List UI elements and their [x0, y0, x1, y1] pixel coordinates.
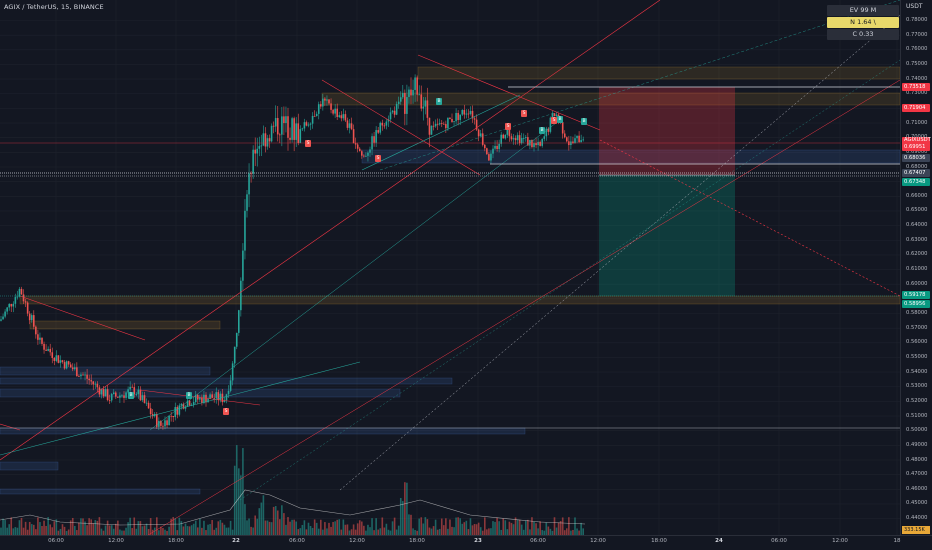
price-tick-label: 0.44000: [906, 515, 928, 522]
price-tick-label: 0.54000: [906, 368, 928, 375]
time-tick-label: 18:00: [651, 538, 667, 544]
buy-signal-label[interactable]: B: [186, 392, 192, 399]
time-tick-label: 24: [715, 538, 723, 544]
price-tag-text: 0.73518: [904, 84, 926, 90]
price-tick-label: 0.55000: [906, 353, 928, 360]
time-tick-label: 18:00: [168, 538, 184, 544]
price-tag[interactable]: AGIXUSDT 0.69951: [902, 137, 931, 151]
price-tick-label: 0.48000: [906, 456, 928, 463]
time-tick-label: 22: [232, 538, 240, 544]
price-tag-text: AGIXUSDT: [904, 137, 931, 143]
price-tag[interactable]: 0.71904: [902, 104, 930, 112]
price-tag[interactable]: 0.59178: [902, 291, 930, 299]
price-tick-label: 0.71000: [906, 119, 928, 126]
price-tag[interactable]: 0.67348: [902, 178, 930, 186]
price-tick-label: 0.51000: [906, 412, 928, 419]
time-tick-label: 06:00: [530, 538, 546, 544]
time-axis[interactable]: [0, 535, 932, 550]
price-tick-label: 0.45000: [906, 500, 928, 507]
stop-loss-zone[interactable]: [599, 87, 735, 175]
time-tick-label: 12:00: [590, 538, 606, 544]
price-tick-label: 0.77000: [906, 31, 928, 38]
price-tick-label: 0.49000: [906, 441, 928, 448]
volume-bars: [0, 445, 586, 535]
price-tick-label: 0.61000: [906, 266, 928, 273]
price-tick-label: 0.66000: [906, 192, 928, 199]
price-tag[interactable]: 0.67407: [902, 169, 930, 177]
time-tick-label: 23: [474, 538, 482, 544]
price-tick-label: 0.78000: [906, 17, 928, 23]
price-tick-label: 0.63000: [906, 236, 928, 243]
price-tag-text: 0.59178: [904, 292, 926, 298]
price-tick-label: 0.76000: [906, 46, 928, 53]
price-tick-label: 0.47000: [906, 471, 928, 478]
buy-signal-label[interactable]: B: [128, 392, 134, 399]
grid-lines: [0, 0, 900, 535]
price-candles: [0, 74, 584, 431]
sell-signal-label[interactable]: S: [375, 155, 381, 162]
price-tag-text: 0.68036: [904, 155, 926, 161]
price-tag-text: 0.67407: [904, 170, 926, 176]
price-tick-label: 0.53000: [906, 383, 928, 390]
buy-signal-label[interactable]: B: [539, 127, 545, 134]
drawing-lines[interactable]: [0, 0, 900, 535]
time-tick-label: 18: [893, 538, 901, 544]
price-tick-label: 0.73000: [906, 90, 928, 97]
price-tick-label: 0.64000: [906, 222, 928, 229]
chart-area[interactable]: AGIX / TetherUS, 15, BINANCE: [0, 0, 900, 535]
price-tick-label: 0.57000: [906, 324, 928, 331]
price-tag-text: 0.67348: [904, 179, 926, 185]
price-tick-label: 0.65000: [906, 207, 928, 214]
price-tick-label: 0.58000: [906, 310, 928, 316]
price-tick-label: 0.60000: [906, 280, 928, 287]
zones-layer: [0, 66, 900, 495]
time-tick-label: 18:00: [409, 538, 425, 544]
currency-label[interactable]: USDT: [906, 3, 923, 10]
time-tick-label: 12:00: [832, 538, 848, 544]
price-tick-label: 0.52000: [906, 397, 928, 404]
price-tag[interactable]: 0.58956: [902, 300, 930, 308]
sell-signal-label[interactable]: S: [521, 110, 527, 117]
price-tick-label: 0.69000: [906, 148, 928, 155]
time-tick-label: 06:00: [48, 538, 64, 544]
stat-ev: EV 99 M: [827, 5, 899, 16]
time-tick-label: 06:00: [771, 538, 787, 544]
price-tick-label: 0.75000: [906, 60, 928, 67]
position-tool[interactable]: [599, 87, 735, 296]
price-tick-label: 0.50000: [906, 427, 928, 434]
time-tick-label: 06:00: [289, 538, 305, 544]
price-tag-value: 0.69951: [904, 144, 926, 150]
price-tick-label: 0.46000: [906, 485, 928, 492]
stat-c: C 0.33: [827, 29, 899, 40]
price-tag-text: 0.71904: [904, 105, 926, 111]
stat-n: N 1.64 \: [827, 17, 899, 28]
price-tag[interactable]: 0.68036: [902, 154, 930, 162]
chart-canvas[interactable]: [0, 0, 900, 535]
sell-signal-label[interactable]: S: [305, 140, 311, 147]
price-tag[interactable]: 0.73518: [902, 83, 930, 91]
buy-signal-label[interactable]: B: [557, 116, 563, 123]
time-tick-label: 12:00: [108, 538, 124, 544]
price-tick-label: 0.68000: [906, 163, 928, 170]
sell-signal-label[interactable]: S: [551, 117, 557, 124]
take-profit-zone[interactable]: [599, 175, 735, 296]
volume-tag: 333.15K: [902, 526, 930, 534]
price-tick-label: 0.74000: [906, 75, 928, 82]
price-tick-label: 0.62000: [906, 251, 928, 258]
price-tag-text: 0.58956: [904, 301, 926, 307]
sell-signal-label[interactable]: S: [505, 123, 511, 130]
buy-signal-label[interactable]: B: [436, 98, 442, 105]
sell-signal-label[interactable]: S: [223, 408, 229, 415]
time-tick-label: 12:00: [349, 538, 365, 544]
buy-signal-label[interactable]: B: [581, 118, 587, 125]
price-tick-label: 0.56000: [906, 339, 928, 346]
symbol-title[interactable]: AGIX / TetherUS, 15, BINANCE: [4, 3, 104, 11]
